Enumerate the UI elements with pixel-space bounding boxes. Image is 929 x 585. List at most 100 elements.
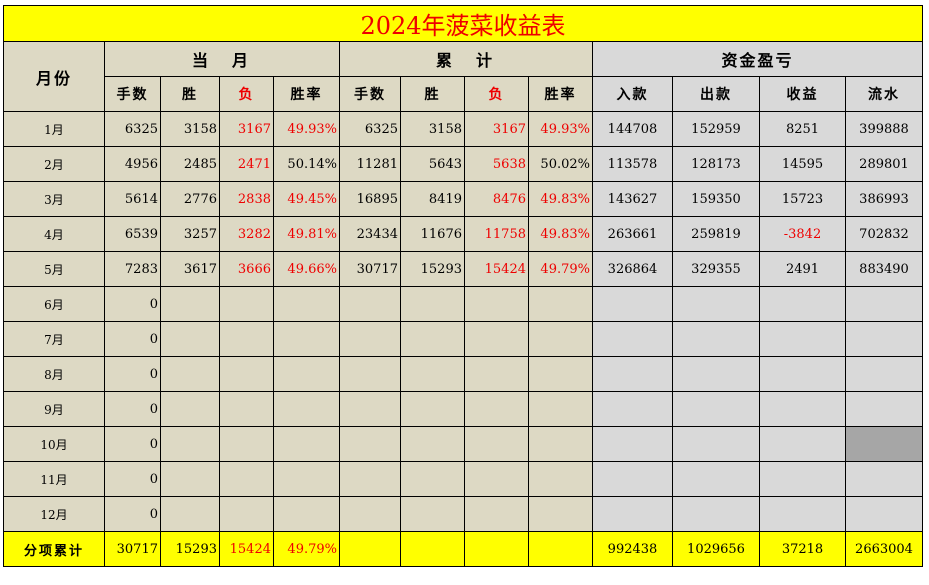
month-cell[interactable]: 11月 — [3, 461, 105, 497]
cell-流水[interactable] — [845, 496, 923, 532]
subheader-9[interactable]: 出款 — [672, 76, 760, 112]
cell-手数[interactable] — [339, 496, 401, 532]
cell-手数[interactable]: 11281 — [339, 146, 401, 182]
subheader-6[interactable]: 负 — [464, 76, 529, 112]
cell-收益[interactable] — [759, 356, 846, 392]
cell-负[interactable]: 11758 — [464, 216, 529, 252]
cell-入款[interactable] — [592, 496, 673, 532]
cell-负[interactable]: 8476 — [464, 181, 529, 217]
cell-流水[interactable] — [845, 461, 923, 497]
header-current-month[interactable]: 当 月 — [104, 41, 340, 77]
cell-出款[interactable]: 1029656 — [672, 531, 760, 567]
cell-流水[interactable]: 386993 — [845, 181, 923, 217]
subheader-2[interactable]: 负 — [219, 76, 274, 112]
cell-胜率[interactable]: 49.83% — [528, 216, 593, 252]
cell-胜率[interactable] — [528, 426, 593, 462]
cell-负[interactable]: 2838 — [219, 181, 274, 217]
cell-手数[interactable]: 0 — [104, 461, 161, 497]
cell-入款[interactable] — [592, 286, 673, 322]
cell-胜[interactable] — [400, 321, 465, 357]
cell-手数[interactable]: 30717 — [339, 251, 401, 287]
cell-手数[interactable]: 0 — [104, 426, 161, 462]
cell-胜率[interactable] — [273, 286, 340, 322]
cell-负[interactable]: 3167 — [464, 111, 529, 147]
cell-手数[interactable]: 6325 — [339, 111, 401, 147]
cell-入款[interactable]: 144708 — [592, 111, 673, 147]
cell-胜率[interactable]: 49.79% — [528, 251, 593, 287]
cell-负[interactable]: 3282 — [219, 216, 274, 252]
cell-流水[interactable]: 2663004 — [845, 531, 923, 567]
cell-手数[interactable]: 16895 — [339, 181, 401, 217]
cell-收益[interactable]: 14595 — [759, 146, 846, 182]
cell-入款[interactable] — [592, 461, 673, 497]
cell-手数[interactable]: 4956 — [104, 146, 161, 182]
cell-流水[interactable] — [845, 286, 923, 322]
cell-流水[interactable]: 399888 — [845, 111, 923, 147]
subheader-0[interactable]: 手数 — [104, 76, 161, 112]
cell-胜[interactable] — [160, 496, 220, 532]
cell-胜[interactable] — [160, 426, 220, 462]
cell-胜[interactable] — [400, 356, 465, 392]
cell-手数[interactable] — [339, 356, 401, 392]
cell-收益[interactable]: 37218 — [759, 531, 846, 567]
cell-手数[interactable] — [339, 531, 401, 567]
cell-负[interactable] — [464, 531, 529, 567]
cell-胜率[interactable]: 50.14% — [273, 146, 340, 182]
cell-负[interactable] — [219, 391, 274, 427]
cell-负[interactable] — [464, 461, 529, 497]
cell-胜[interactable] — [400, 496, 465, 532]
cell-手数[interactable]: 7283 — [104, 251, 161, 287]
cell-负[interactable]: 3666 — [219, 251, 274, 287]
subheader-4[interactable]: 手数 — [339, 76, 401, 112]
month-cell[interactable]: 10月 — [3, 426, 105, 462]
cell-胜率[interactable] — [528, 356, 593, 392]
cell-胜率[interactable] — [273, 461, 340, 497]
subheader-8[interactable]: 入款 — [592, 76, 673, 112]
month-cell[interactable]: 1月 — [3, 111, 105, 147]
cell-胜率[interactable] — [273, 391, 340, 427]
cell-手数[interactable]: 30717 — [104, 531, 161, 567]
cell-收益[interactable] — [759, 391, 846, 427]
cell-手数[interactable] — [339, 391, 401, 427]
cell-负[interactable] — [464, 391, 529, 427]
cell-出款[interactable] — [672, 496, 760, 532]
cell-手数[interactable]: 0 — [104, 391, 161, 427]
cell-负[interactable]: 15424 — [219, 531, 274, 567]
header-cumulative[interactable]: 累 计 — [339, 41, 593, 77]
cell-胜[interactable] — [160, 286, 220, 322]
subheader-11[interactable]: 流水 — [845, 76, 923, 112]
cell-出款[interactable]: 259819 — [672, 216, 760, 252]
month-cell[interactable]: 7月 — [3, 321, 105, 357]
cell-胜率[interactable]: 49.93% — [528, 111, 593, 147]
cell-出款[interactable] — [672, 356, 760, 392]
cell-手数[interactable]: 0 — [104, 356, 161, 392]
cell-胜[interactable] — [400, 391, 465, 427]
month-cell[interactable]: 8月 — [3, 356, 105, 392]
cell-收益[interactable] — [759, 286, 846, 322]
subheader-1[interactable]: 胜 — [160, 76, 220, 112]
cell-胜率[interactable]: 49.45% — [273, 181, 340, 217]
cell-出款[interactable] — [672, 321, 760, 357]
month-cell[interactable]: 5月 — [3, 251, 105, 287]
cell-出款[interactable]: 152959 — [672, 111, 760, 147]
cell-入款[interactable]: 113578 — [592, 146, 673, 182]
cell-手数[interactable]: 0 — [104, 496, 161, 532]
month-cell[interactable]: 4月 — [3, 216, 105, 252]
cell-流水[interactable]: 289801 — [845, 146, 923, 182]
cell-胜率[interactable] — [273, 426, 340, 462]
month-cell[interactable]: 6月 — [3, 286, 105, 322]
cell-胜[interactable] — [160, 391, 220, 427]
cell-胜率[interactable] — [273, 496, 340, 532]
cell-胜[interactable]: 15293 — [160, 531, 220, 567]
table-title[interactable]: 2024年菠菜收益表 — [3, 5, 923, 42]
cell-胜率[interactable]: 49.83% — [528, 181, 593, 217]
month-cell[interactable]: 2月 — [3, 146, 105, 182]
header-month[interactable]: 月份 — [3, 41, 105, 112]
cell-胜率[interactable]: 49.66% — [273, 251, 340, 287]
cell-出款[interactable]: 128173 — [672, 146, 760, 182]
month-cell[interactable]: 9月 — [3, 391, 105, 427]
month-cell[interactable]: 分项累计 — [3, 531, 105, 567]
cell-流水[interactable]: 702832 — [845, 216, 923, 252]
subheader-5[interactable]: 胜 — [400, 76, 465, 112]
cell-收益[interactable]: 8251 — [759, 111, 846, 147]
